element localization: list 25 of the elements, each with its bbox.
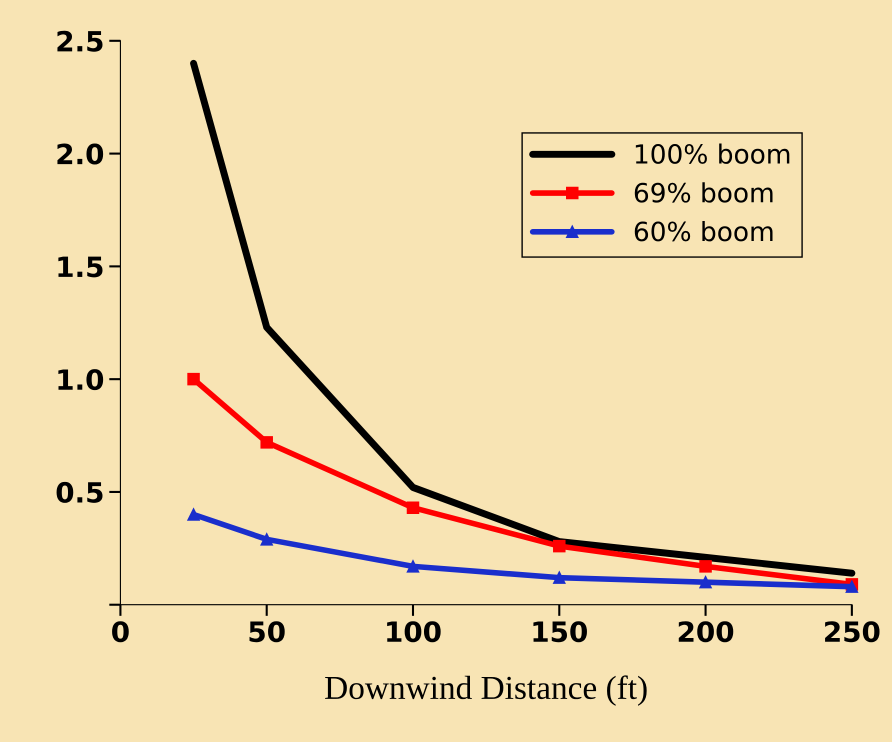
x-axis-title: Downwind Distance (ft) [325,675,647,706]
y-tick-label: 2.5 [57,30,103,52]
y-tick-label: 1.0 [58,369,104,390]
point [406,560,420,573]
point [699,576,712,588]
legend-label: 60% boom [634,220,773,242]
x-tick-label: 50 [250,621,285,642]
x-tick-label: 250 [825,621,880,642]
point [187,372,200,386]
x-tick-label: 0 [112,621,129,642]
point [699,560,712,573]
x-tick-label: 150 [533,621,587,642]
point [260,436,273,449]
point [187,508,200,521]
point [553,540,566,552]
point [553,571,566,584]
legend-label: 69% boom [634,182,773,203]
y-tick-label: 1.5 [58,256,103,278]
point [260,533,273,546]
x-tick-label: 100 [387,621,441,642]
y-tick-label: 2.0 [57,144,104,165]
legend-label: 100% boom [636,144,790,164]
y-tick-label: 0.5 [56,482,103,503]
point [406,501,420,514]
x-tick-label: 200 [678,621,734,642]
